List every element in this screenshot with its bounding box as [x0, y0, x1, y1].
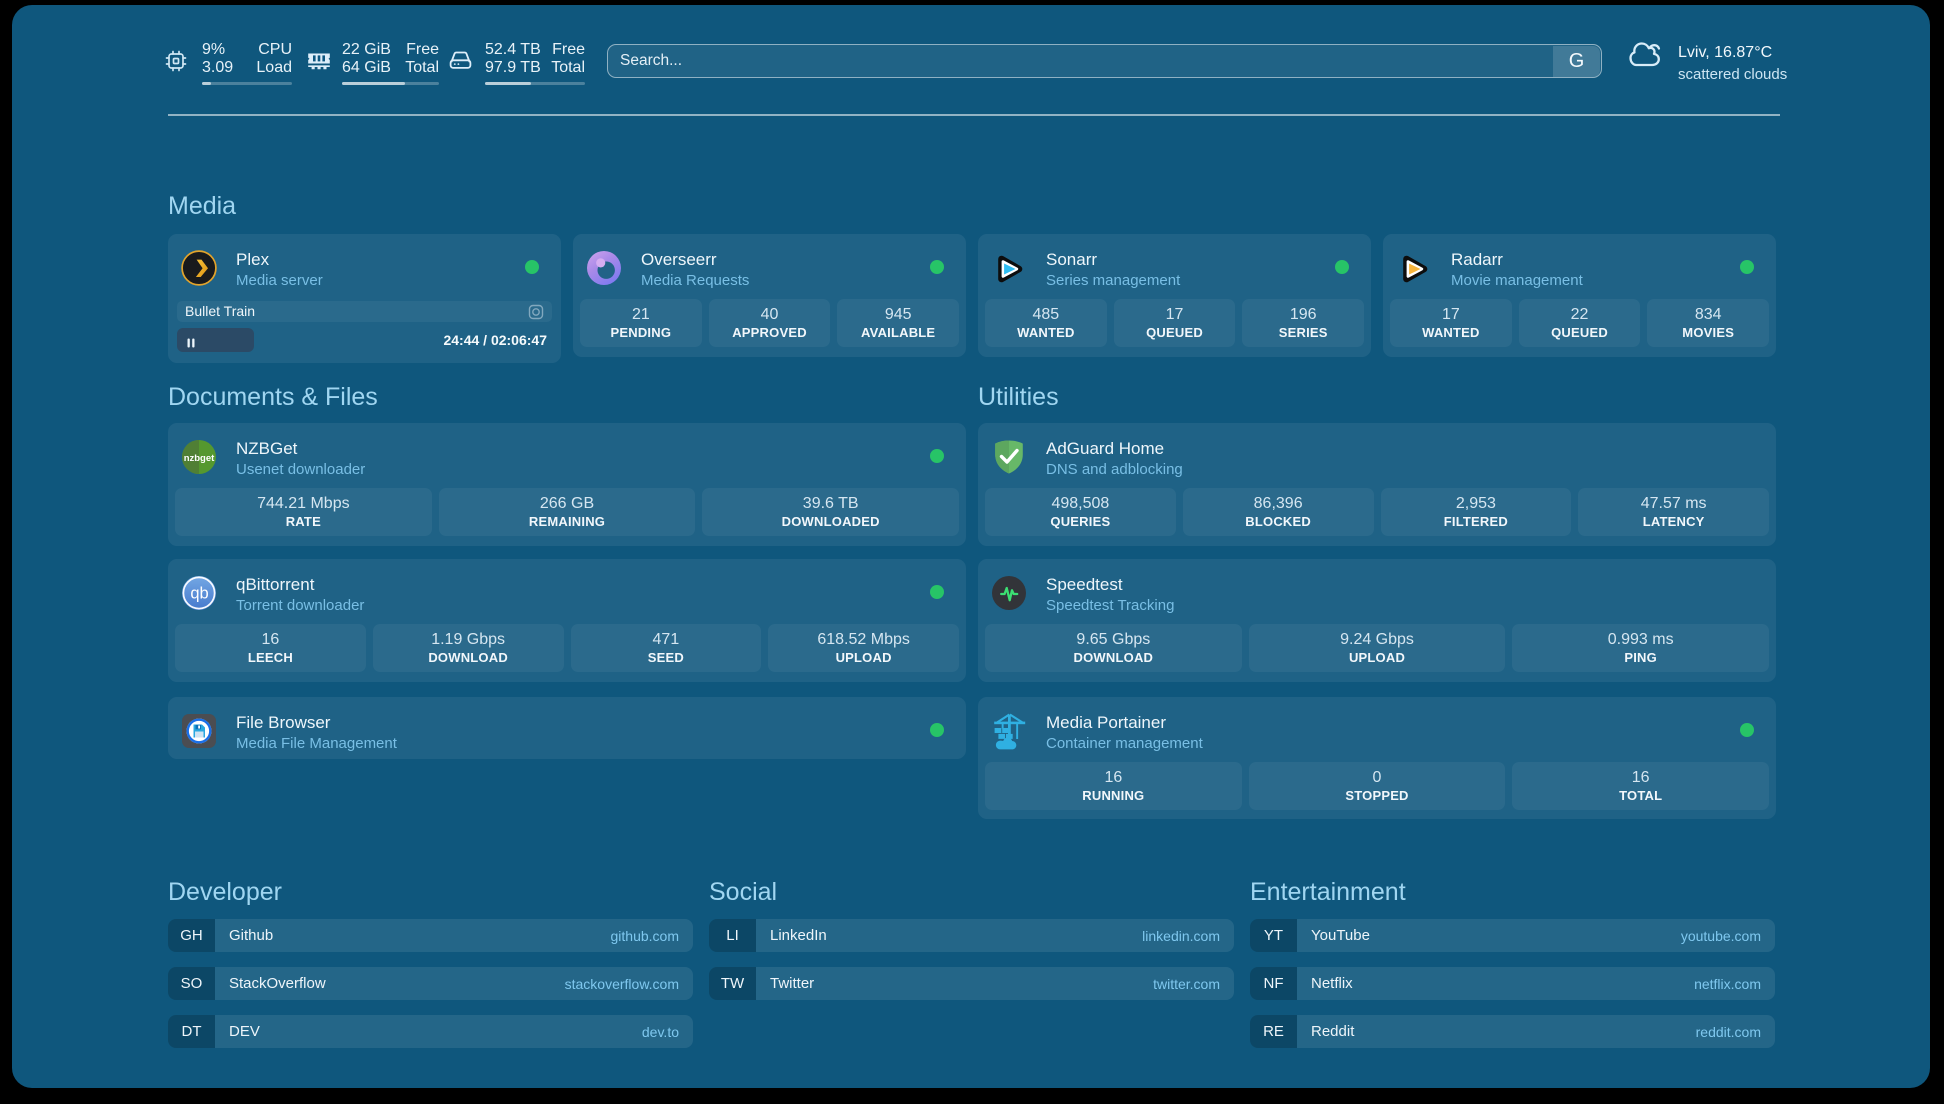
svg-text:qb: qb: [190, 585, 208, 603]
svg-text:nzbget: nzbget: [184, 453, 215, 464]
